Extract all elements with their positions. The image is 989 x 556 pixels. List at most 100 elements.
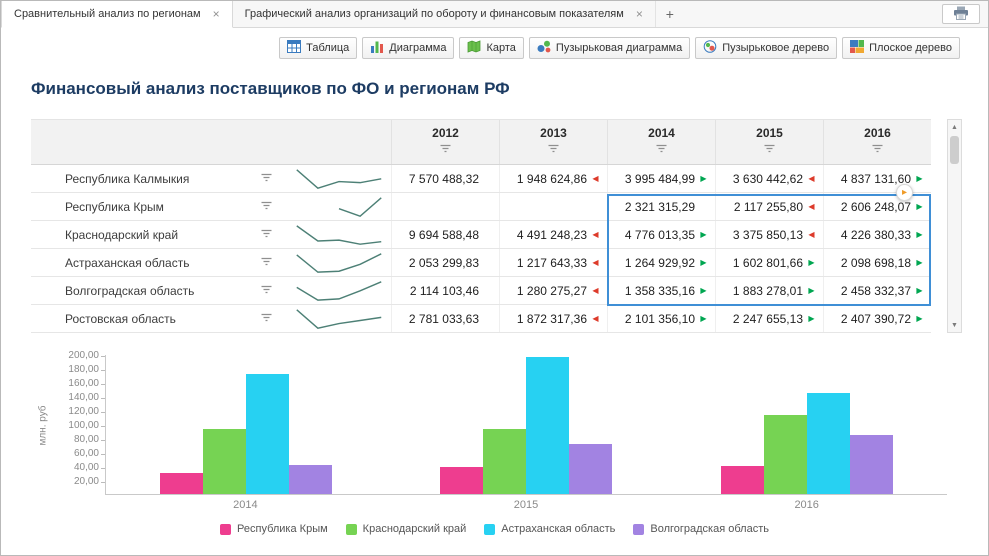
- row-filter-icon[interactable]: [261, 229, 272, 241]
- value-cell[interactable]: 9 694 588,48: [391, 221, 499, 248]
- year-label: 2013: [540, 126, 567, 140]
- region-cell[interactable]: Астраханская область: [31, 249, 286, 276]
- row-filter-icon[interactable]: [261, 201, 272, 213]
- region-cell[interactable]: Ростовская область: [31, 305, 286, 332]
- bar-2016[interactable]: [806, 393, 850, 494]
- region-cell[interactable]: Волгоградская область: [31, 277, 286, 304]
- value-cell[interactable]: 4 226 380,33 ▶: [823, 221, 931, 248]
- value-cell[interactable]: 2 781 033,63: [391, 305, 499, 332]
- bubble-chart-view-button[interactable]: Пузырьковая диаграмма: [528, 37, 691, 59]
- value-cell[interactable]: 2 098 698,18 ▶: [823, 249, 931, 276]
- row-filter-icon[interactable]: [261, 257, 272, 269]
- tab-bar: Сравнительный анализ по регионам × Графи…: [1, 1, 988, 28]
- value-cell[interactable]: 2 053 299,83: [391, 249, 499, 276]
- value-cell[interactable]: 1 948 624,86 ◀: [499, 165, 607, 192]
- value-cell[interactable]: 3 630 442,62 ◀: [715, 165, 823, 192]
- cell-value: 2 606 248,07: [840, 199, 911, 214]
- region-cell[interactable]: Краснодарский край: [31, 221, 286, 248]
- region-cell[interactable]: Республика Крым: [31, 193, 286, 220]
- treemap-view-button[interactable]: Плоское дерево: [842, 37, 960, 59]
- scrollbar-thumb[interactable]: [950, 136, 959, 164]
- new-tab-button[interactable]: +: [665, 6, 674, 22]
- sparkline-cell: [286, 305, 391, 332]
- column-filter-icon[interactable]: [440, 144, 451, 156]
- value-cell[interactable]: [499, 193, 607, 220]
- row-filter-icon[interactable]: [261, 285, 272, 297]
- close-icon[interactable]: ×: [212, 7, 220, 21]
- value-cell[interactable]: 2 114 103,46: [391, 277, 499, 304]
- chart-view-button[interactable]: Диаграмма: [362, 37, 455, 59]
- value-cell[interactable]: 1 872 317,36 ◀: [499, 305, 607, 332]
- table-row: Ростовская область 2 781 033,63 1 872 317,…: [31, 305, 931, 333]
- bar-2015[interactable]: [440, 467, 484, 494]
- year-column-header[interactable]: 2015: [715, 120, 823, 164]
- legend-item[interactable]: Волгоградская область: [633, 523, 769, 535]
- value-cell[interactable]: 3 375 850,13 ◀: [715, 221, 823, 248]
- legend-item[interactable]: Астраханская область: [484, 523, 615, 535]
- year-column-header[interactable]: 2012: [391, 120, 499, 164]
- tab-comparative-analysis[interactable]: Сравнительный анализ по регионам ×: [1, 1, 233, 28]
- bar-2014[interactable]: [160, 473, 204, 494]
- bubble-tree-view-button[interactable]: Пузырьковое дерево: [695, 37, 838, 59]
- cell-value: 1 358 335,16: [624, 283, 695, 298]
- tab-graphical-analysis[interactable]: Графический анализ организаций по оборот…: [233, 1, 656, 27]
- legend-item[interactable]: Республика Крым: [220, 523, 328, 535]
- bar-2015[interactable]: [569, 444, 613, 494]
- value-cell[interactable]: 1 217 643,33 ◀: [499, 249, 607, 276]
- bar-2014[interactable]: [246, 374, 290, 494]
- cell-value: 7 570 488,32: [408, 171, 479, 186]
- bar-2015[interactable]: [526, 357, 570, 494]
- column-filter-icon[interactable]: [656, 144, 667, 156]
- expand-row-handle[interactable]: ▸: [896, 184, 913, 201]
- y-axis-tick-label: 40,00: [57, 462, 106, 473]
- map-view-button[interactable]: Карта: [459, 37, 524, 59]
- value-cell[interactable]: 2 407 390,72 ▶: [823, 305, 931, 332]
- close-icon[interactable]: ×: [635, 7, 643, 21]
- value-cell[interactable]: 4 776 013,35 ▶: [607, 221, 715, 248]
- value-cell[interactable]: 2 101 356,10 ▶: [607, 305, 715, 332]
- year-column-header[interactable]: 2016: [823, 120, 931, 164]
- cell-value: 2 117 255,80: [733, 199, 803, 214]
- bar-2016[interactable]: [720, 466, 764, 494]
- year-column-header[interactable]: 2014: [607, 120, 715, 164]
- trend-down-icon: ◀: [592, 313, 599, 323]
- value-cell[interactable]: 7 570 488,32: [391, 165, 499, 192]
- column-filter-icon[interactable]: [548, 144, 559, 156]
- scroll-down-button[interactable]: ▼: [951, 321, 958, 329]
- table-scrollbar[interactable]: ▲ ▼: [947, 119, 962, 333]
- value-cell[interactable]: 3 995 484,99 ▶: [607, 165, 715, 192]
- row-filter-icon[interactable]: [261, 173, 272, 185]
- value-cell[interactable]: 1 280 275,27 ◀: [499, 277, 607, 304]
- bar-group-2014: [106, 355, 386, 494]
- bar-chart: млн. руб 200,00 180,00 160,00 140,00 120,00 1…: [31, 341, 961, 519]
- scrollbar-track[interactable]: [948, 134, 961, 318]
- column-filter-icon[interactable]: [872, 144, 883, 156]
- print-button[interactable]: [942, 4, 980, 24]
- legend-item[interactable]: Краснодарский край: [345, 523, 466, 535]
- value-cell[interactable]: 4 491 248,23 ◀: [499, 221, 607, 248]
- bar-2014[interactable]: [289, 465, 333, 494]
- table-view-button[interactable]: Таблица: [279, 37, 358, 59]
- column-filter-icon[interactable]: [764, 144, 775, 156]
- value-cell[interactable]: 2 606 248,07 ▶: [823, 193, 931, 220]
- year-column-header[interactable]: 2013: [499, 120, 607, 164]
- bar-2016[interactable]: [763, 415, 807, 494]
- row-filter-icon[interactable]: [261, 313, 272, 325]
- value-cell[interactable]: 1 883 278,01 ▶: [715, 277, 823, 304]
- value-cell[interactable]: 1 264 929,92 ▶: [607, 249, 715, 276]
- value-cell[interactable]: 2 247 655,13 ▶: [715, 305, 823, 332]
- region-finance-table: 2012 2013 2014 2015 2016 Республика Калмыкия…: [31, 119, 931, 333]
- value-cell[interactable]: 2 117 255,80 ◀: [715, 193, 823, 220]
- value-cell[interactable]: 4 837 131,60 ▶: [823, 165, 931, 192]
- region-cell[interactable]: Республика Калмыкия: [31, 165, 286, 192]
- value-cell[interactable]: 2 458 332,37 ▶: [823, 277, 931, 304]
- value-cell[interactable]: [391, 193, 499, 220]
- value-cell[interactable]: 1 602 801,66 ▶: [715, 249, 823, 276]
- value-cell[interactable]: 2 321 315,29: [607, 193, 715, 220]
- scroll-up-button[interactable]: ▲: [951, 123, 958, 131]
- table-row: Краснодарский край 9 694 588,48 4 491 248,…: [31, 221, 931, 249]
- bar-2015[interactable]: [483, 429, 527, 494]
- bar-2014[interactable]: [203, 429, 247, 494]
- bar-2016[interactable]: [849, 435, 893, 494]
- value-cell[interactable]: 1 358 335,16 ▶: [607, 277, 715, 304]
